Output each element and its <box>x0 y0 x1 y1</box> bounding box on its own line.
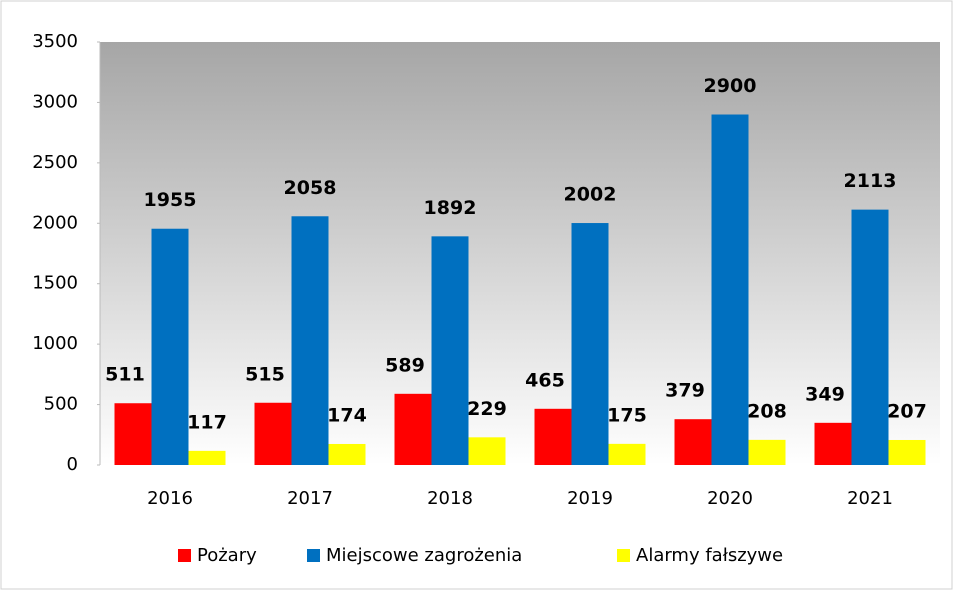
bar <box>394 393 432 465</box>
bar <box>711 114 749 465</box>
value-label: 589 <box>385 354 425 376</box>
y-tick-label: 500 <box>44 394 78 415</box>
bar <box>674 419 712 465</box>
value-label: 2900 <box>704 75 757 97</box>
value-label: 207 <box>887 400 927 422</box>
legend-swatch <box>178 549 191 562</box>
value-label: 117 <box>187 411 227 433</box>
bar <box>468 437 506 465</box>
legend-label: Alarmy fałszywe <box>636 545 783 566</box>
legend-swatch <box>617 549 630 562</box>
value-label: 379 <box>665 380 705 402</box>
value-label: 2058 <box>284 177 337 199</box>
value-label: 349 <box>805 383 845 405</box>
bar <box>114 403 152 465</box>
bar <box>254 402 292 465</box>
value-label: 1955 <box>144 189 197 211</box>
value-label: 208 <box>747 400 787 422</box>
x-tick-label: 2019 <box>567 488 613 509</box>
bar <box>151 228 189 465</box>
bar <box>534 408 572 465</box>
y-tick-label: 1000 <box>32 333 78 354</box>
y-tick-label: 0 <box>67 454 78 475</box>
y-tick-label: 2500 <box>32 152 78 173</box>
bar <box>291 216 329 465</box>
value-label: 511 <box>105 364 145 386</box>
bar <box>571 223 609 465</box>
value-label: 174 <box>327 404 367 426</box>
bar <box>608 443 646 465</box>
value-label: 2113 <box>844 170 897 192</box>
y-tick-label: 3000 <box>32 91 78 112</box>
value-label: 175 <box>607 404 647 426</box>
bar <box>888 439 926 465</box>
bar <box>328 443 366 465</box>
value-label: 465 <box>525 369 565 391</box>
bar <box>431 236 469 465</box>
bar <box>851 209 889 465</box>
bar <box>188 450 226 465</box>
y-tick-label: 1500 <box>32 273 78 294</box>
plot-area <box>100 42 940 465</box>
value-label: 515 <box>245 363 285 385</box>
bar <box>814 422 852 465</box>
bar <box>748 439 786 465</box>
value-label: 229 <box>467 398 507 420</box>
legend-label: Miejscowe zagrożenia <box>326 545 522 566</box>
value-label: 1892 <box>424 197 477 219</box>
x-tick-label: 2020 <box>707 488 753 509</box>
value-label: 2002 <box>564 184 617 206</box>
x-tick-label: 2021 <box>847 488 893 509</box>
y-tick-label: 3500 <box>32 31 78 52</box>
legend-label: Pożary <box>197 545 257 566</box>
x-tick-label: 2016 <box>147 488 193 509</box>
legend-swatch <box>307 549 320 562</box>
x-tick-label: 2018 <box>427 488 473 509</box>
y-tick-label: 2000 <box>32 212 78 233</box>
x-tick-label: 2017 <box>287 488 333 509</box>
